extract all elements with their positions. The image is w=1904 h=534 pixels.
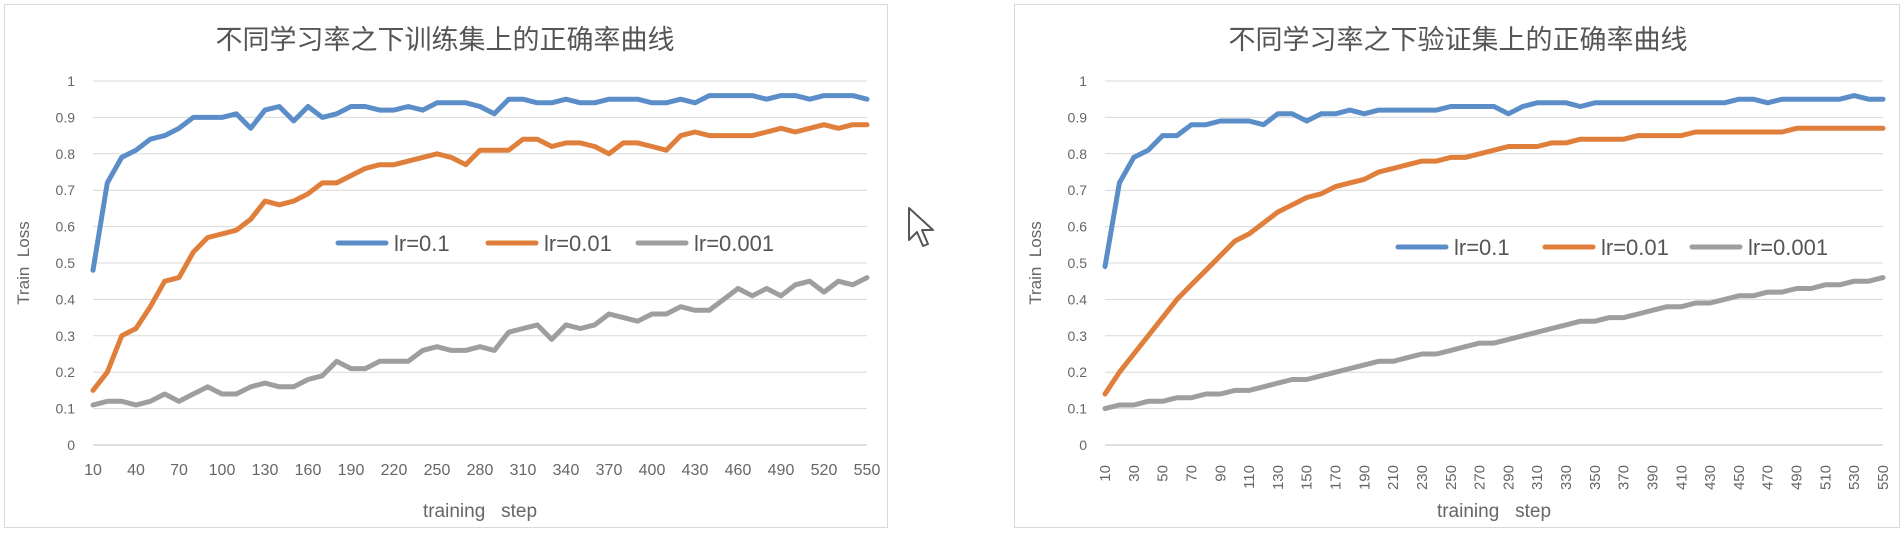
x-tick-label: 90 [1212, 465, 1229, 482]
chart-title: 不同学习率之下验证集上的正确率曲线 [1229, 25, 1688, 56]
x-tick-label: 530 [1846, 465, 1863, 490]
x-tick-label: 310 [1529, 465, 1546, 490]
chart-title: 不同学习率之下训练集上的正确率曲线 [216, 25, 675, 56]
legend-label: lr=0.001 [694, 231, 774, 256]
y-tick-label: 0.1 [1068, 401, 1088, 417]
x-tick-label: 280 [467, 462, 494, 479]
series-line [1102, 93, 1886, 270]
x-tick-label: 100 [209, 462, 236, 479]
y-tick-label: 0.1 [56, 401, 76, 417]
x-tick-label: 130 [252, 462, 279, 479]
y-tick-label: 0 [1079, 437, 1087, 453]
x-tick-label: 430 [682, 462, 709, 479]
y-tick-label: 1 [1079, 73, 1087, 89]
x-tick-label: 470 [1760, 465, 1777, 490]
x-tick-label: 430 [1702, 465, 1719, 490]
series-line [90, 275, 870, 408]
train-accuracy-chart-panel: 不同学习率之下训练集上的正确率曲线 0 0.1 0.2 0.3 0.4 0.5 0.6 0.7 0… [4, 4, 888, 528]
x-tick-label: 230 [1414, 465, 1431, 490]
y-tick-label: 0.3 [1068, 328, 1088, 344]
y-tick-label: 0.6 [56, 219, 76, 235]
x-tick-label: 250 [1443, 465, 1460, 490]
x-tick-label: 270 [1472, 465, 1489, 490]
x-tick-label: 70 [170, 462, 188, 479]
x-tick-label: 410 [1673, 465, 1690, 490]
x-tick-label: 490 [768, 462, 795, 479]
y-tick-label: 0.5 [56, 255, 76, 271]
x-tick-label: 190 [1356, 465, 1373, 490]
x-tick-label: 210 [1385, 465, 1402, 490]
x-tick-label: 220 [381, 462, 408, 479]
y-tick-label: 0.4 [1068, 291, 1088, 307]
x-tick-label: 510 [1817, 465, 1834, 490]
y-tick-label: 0.5 [1068, 255, 1088, 271]
y-tick-label: 0.4 [56, 291, 76, 307]
y-tick-label: 0.8 [1068, 146, 1088, 162]
x-tick-label: 40 [127, 462, 145, 479]
mouse-cursor-icon [908, 207, 934, 247]
x-tick-label: 460 [725, 462, 752, 479]
x-tick-label: 330 [1558, 465, 1575, 490]
x-tick-label: 170 [1328, 465, 1345, 490]
series-line [90, 122, 870, 393]
y-axis-label: Train Loss [1026, 221, 1045, 304]
y-axis-label: Train Loss [14, 221, 33, 304]
series-line [1102, 125, 1886, 397]
x-tick-label: 50 [1155, 465, 1172, 482]
x-tick-label: 550 [1875, 465, 1892, 490]
train-accuracy-chart: 不同学习率之下训练集上的正确率曲线 0 0.1 0.2 0.3 0.4 0.5 0.6 0.7 0… [14, 25, 881, 522]
x-tick-label: 10 [84, 462, 102, 479]
x-tick-label: 290 [1500, 465, 1517, 490]
legend-label: lr=0.1 [394, 231, 450, 256]
x-tick-label: 160 [295, 462, 322, 479]
validation-accuracy-chart-panel: 不同学习率之下验证集上的正确率曲线 0 0.1 0.2 0.3 0.4 0.5 0.6 0.7 0… [1014, 4, 1900, 528]
x-axis-label: training step [423, 501, 537, 522]
legend-label: lr=0.001 [1748, 235, 1828, 260]
x-tick-label: 400 [639, 462, 666, 479]
y-tick-label: 1 [67, 73, 75, 89]
x-tick-label: 190 [338, 462, 365, 479]
y-tick-label: 0.7 [56, 182, 76, 198]
legend-label: lr=0.01 [544, 231, 612, 256]
x-tick-label: 130 [1270, 465, 1287, 490]
series-line [1102, 275, 1886, 412]
x-tick-label: 150 [1299, 465, 1316, 490]
x-tick-label: 370 [596, 462, 623, 479]
x-tick-label: 450 [1731, 465, 1748, 490]
legend-label: lr=0.1 [1454, 235, 1510, 260]
y-tick-label: 0.2 [56, 364, 76, 380]
y-tick-label: 0 [67, 437, 75, 453]
series-line [90, 93, 870, 273]
x-tick-label: 550 [854, 462, 881, 479]
y-tick-label: 0.6 [1068, 219, 1088, 235]
y-tick-label: 0.3 [56, 328, 76, 344]
x-tick-label: 310 [510, 462, 537, 479]
x-tick-label: 10 [1097, 465, 1114, 482]
x-tick-label: 490 [1789, 465, 1806, 490]
x-tick-label: 250 [424, 462, 451, 479]
x-tick-label: 340 [553, 462, 580, 479]
x-axis-label: training step [1437, 501, 1551, 522]
x-tick-label: 110 [1241, 465, 1258, 489]
y-tick-label: 0.8 [56, 146, 76, 162]
legend-label: lr=0.01 [1601, 235, 1669, 260]
y-tick-label: 0.7 [1068, 182, 1088, 198]
y-tick-label: 0.9 [1068, 109, 1088, 125]
y-tick-label: 0.2 [1068, 364, 1088, 380]
x-tick-label: 370 [1616, 465, 1633, 490]
x-tick-label: 390 [1644, 465, 1661, 490]
x-tick-label: 350 [1587, 465, 1604, 490]
x-tick-label: 30 [1126, 465, 1143, 482]
x-tick-label: 70 [1183, 465, 1200, 482]
y-tick-label: 0.9 [56, 109, 76, 125]
x-tick-label: 520 [811, 462, 838, 479]
validation-accuracy-chart: 不同学习率之下验证集上的正确率曲线 0 0.1 0.2 0.3 0.4 0.5 0.6 0.7 0… [1026, 25, 1892, 522]
